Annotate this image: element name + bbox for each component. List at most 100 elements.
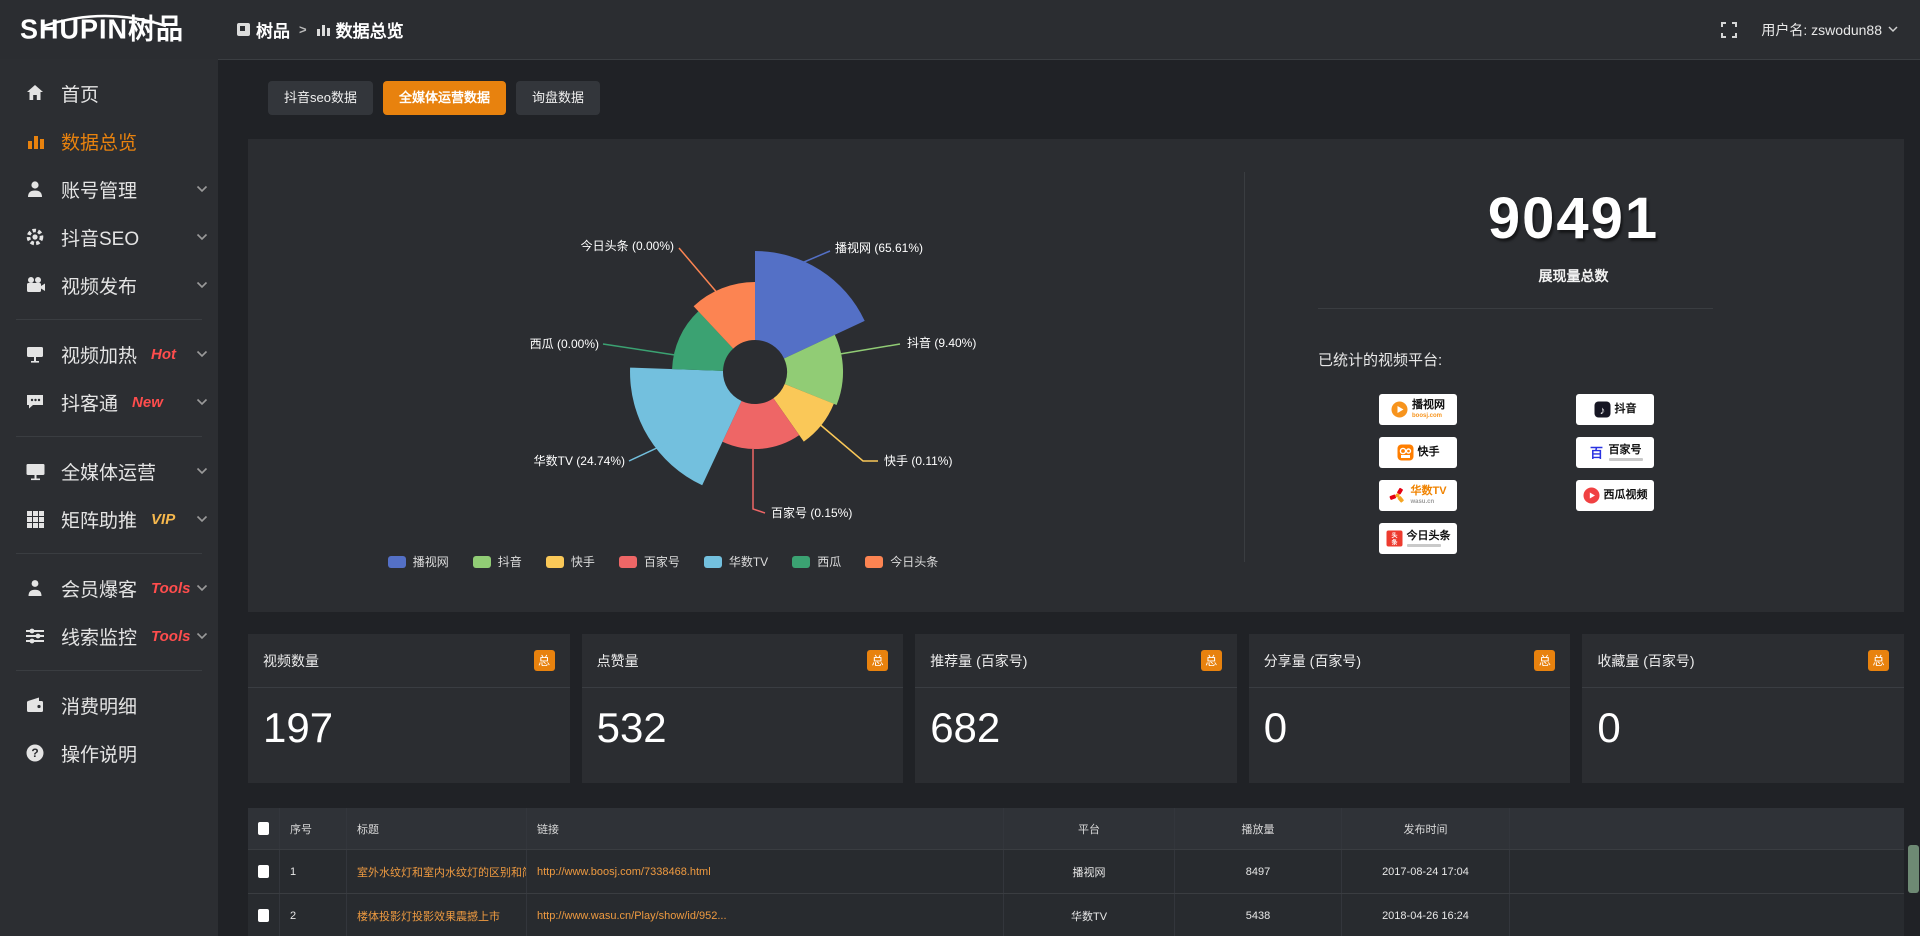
stat-card-value: 0 <box>1263 704 1288 751</box>
chevron-down-icon <box>196 281 208 289</box>
sidebar-item-display[interactable]: 全媒体运营 <box>0 447 218 495</box>
tab-1[interactable]: 抖音seo数据 <box>268 81 373 115</box>
legend-item-百家号[interactable]: 百家号 <box>618 553 680 570</box>
row-checkbox[interactable] <box>258 909 269 922</box>
pie-label: 快手 (0.11%) <box>884 454 952 468</box>
video-title-link[interactable]: 室外水纹灯和室内水纹灯的区别和简介 <box>347 850 527 893</box>
app-logo: SHUPIN树品 <box>0 13 218 45</box>
tab-3[interactable]: 询盘数据 <box>515 81 600 115</box>
stat-card-value: 682 <box>930 704 1001 751</box>
sidebar-item-sliders[interactable]: 线索监控 Tools <box>0 612 218 660</box>
table-cell: 序号 <box>280 808 347 849</box>
platform-badge-text: 华数TV wasu.cn <box>1410 485 1447 506</box>
platform-badge-百家号: 百百家号 <box>1576 437 1654 468</box>
user-menu[interactable]: 用户名: zswodun88 <box>1761 20 1898 40</box>
breadcrumb-root[interactable]: 树品 <box>236 17 290 42</box>
legend-item-播视网[interactable]: 播视网 <box>387 553 449 570</box>
sidebar-item-label: 消费明细 <box>61 696 138 718</box>
sidebar-item-grid[interactable]: 矩阵助推 VIP <box>0 495 218 543</box>
sidebar-item-monitor[interactable]: 视频加热 Hot <box>0 330 218 378</box>
sidebar-item-label: 矩阵助推 <box>61 510 138 532</box>
legend-item-抖音[interactable]: 抖音 <box>472 553 522 570</box>
row-checkbox[interactable] <box>258 865 269 878</box>
select-all-checkbox[interactable] <box>258 822 269 835</box>
pie-sector-播视网[interactable] <box>755 251 865 359</box>
sidebar-item-question[interactable]: ? 操作说明 <box>0 729 218 777</box>
platform-badge-text: 百家号 <box>1608 444 1643 461</box>
platform-tagline-bar <box>1406 543 1441 547</box>
legend-swatch <box>387 555 406 568</box>
label-line <box>839 343 901 355</box>
pie-sector-百家号[interactable] <box>722 398 800 450</box>
data-tabs: 抖音seo数据 全媒体运营数据 询盘数据 <box>268 81 1904 115</box>
chevron-down-icon <box>196 584 208 592</box>
legend-item-西瓜[interactable]: 西瓜 <box>792 553 841 570</box>
total-impressions-value: 90491 <box>1487 186 1660 251</box>
pie-sector-今日头条[interactable] <box>693 282 755 349</box>
sidebar-item-label: 抖客通 <box>61 393 119 415</box>
svg-text:?: ? <box>31 746 38 760</box>
platform-name: 华数TV <box>1410 485 1447 497</box>
breadcrumb-separator: > <box>299 22 307 37</box>
main-content: 抖音seo数据 全媒体运营数据 询盘数据 播视网 (65.61%) 抖音 (9.40%… <box>218 59 1920 936</box>
video-url-link[interactable]: http://www.boosj.com/7338468.html <box>527 850 1004 893</box>
video-url-link[interactable]: http://www.wasu.cn/Play/show/id/952... <box>527 894 1004 936</box>
stat-card-5: 收藏量 (百家号) 总 0 <box>1582 634 1904 783</box>
table-cell <box>248 808 280 849</box>
pie-sector-西瓜[interactable] <box>672 311 734 371</box>
pie-sector-快手[interactable] <box>773 384 834 442</box>
user-icon <box>24 178 46 200</box>
svg-text:头: 头 <box>1391 532 1397 540</box>
rose-pie-chart[interactable]: 播视网 (65.61%) 抖音 (9.40%) 快手 (0.11%) 百家号 (0.1… <box>248 139 1243 612</box>
sidebar-item-chart-bar[interactable]: 数据总览 <box>0 117 218 165</box>
overview-panel: 播视网 (65.61%) 抖音 (9.40%) 快手 (0.11%) 百家号 (0.1… <box>248 139 1904 612</box>
platform-badge-text: 西瓜视频 <box>1604 490 1648 501</box>
platform-subname: wasu.cn <box>1410 499 1435 505</box>
logo-suffix: 树品 <box>128 13 185 45</box>
stat-cards: 视频数量总 197 点赞量总 532 推荐量 (百家号) 总 682 分享量 (百家号) 总 0 收… <box>248 634 1904 783</box>
platform-badge-text: 今日头条 <box>1406 529 1451 547</box>
platform-badges: 播视网 boosj.com ♪ 抖音 快手 百百家号 华数TV wasu.cn 西瓜视频头条今日… <box>1379 394 1904 554</box>
table-cell: 2018-04-26 16:24 <box>1342 894 1510 936</box>
sidebar-item-member[interactable]: 会员爆客 Tools <box>0 564 218 612</box>
sidebar-item-gear[interactable]: 抖音SEO <box>0 213 218 261</box>
total-badge: 总 <box>1534 650 1556 671</box>
home-icon <box>24 82 46 104</box>
wasu-burst-icon <box>1389 487 1406 504</box>
sidebar-item-video[interactable]: 视频发布 <box>0 261 218 309</box>
video-title-link[interactable]: 楼体投影灯投影效果震撼上市 <box>347 894 527 936</box>
sidebar-item-chat[interactable]: 抖客通 New <box>0 378 218 426</box>
stat-card-label: 视频数量 <box>263 652 319 669</box>
label-line <box>628 439 675 462</box>
pie-sector-华数TV[interactable] <box>630 367 742 486</box>
platform-name: 今日头条 <box>1406 529 1451 542</box>
legend-item-华数TV[interactable]: 华数TV <box>703 553 768 570</box>
fullscreen-button[interactable] <box>1721 21 1738 38</box>
pie-sector-抖音[interactable] <box>784 334 844 405</box>
chevron-down-icon <box>196 185 208 193</box>
breadcrumb: 树品 > 数据总览 <box>236 17 404 42</box>
sidebar-item-home[interactable]: 首页 <box>0 69 218 117</box>
sidebar-item-user[interactable]: 账号管理 <box>0 165 218 213</box>
sliders-icon <box>24 625 46 647</box>
sidebar-item-label: 抖音SEO <box>61 228 140 250</box>
table-cell: 1 <box>280 850 347 893</box>
table-row: 1 室外水纹灯和室内水纹灯的区别和简介 http://www.boosj.com/7… <box>248 850 1904 894</box>
fullscreen-icon <box>1721 21 1738 38</box>
pie-label: 抖音 (9.40%) <box>907 335 976 350</box>
stat-card-1: 视频数量 总 197 <box>248 634 570 783</box>
sidebar-item-wallet[interactable]: 消费明细 <box>0 681 218 729</box>
window-icon <box>237 23 250 36</box>
sidebar-item-label: 视频发布 <box>61 276 138 298</box>
table-cell: 播视网 <box>1004 850 1175 893</box>
legend-item-今日头条[interactable]: 今日头条 <box>865 553 938 570</box>
svg-text:百: 百 <box>1589 446 1602 461</box>
legend-swatch <box>545 555 564 568</box>
scrollbar-thumb[interactable] <box>1908 845 1919 893</box>
sidebar-item-label: 视频加热 <box>61 345 138 367</box>
label-line <box>796 250 831 266</box>
legend-item-快手[interactable]: 快手 <box>545 553 595 570</box>
chevron-down-icon <box>196 467 208 475</box>
breadcrumb-current[interactable]: 数据总览 <box>316 17 404 42</box>
tab-2[interactable]: 全媒体运营数据 <box>382 81 506 115</box>
